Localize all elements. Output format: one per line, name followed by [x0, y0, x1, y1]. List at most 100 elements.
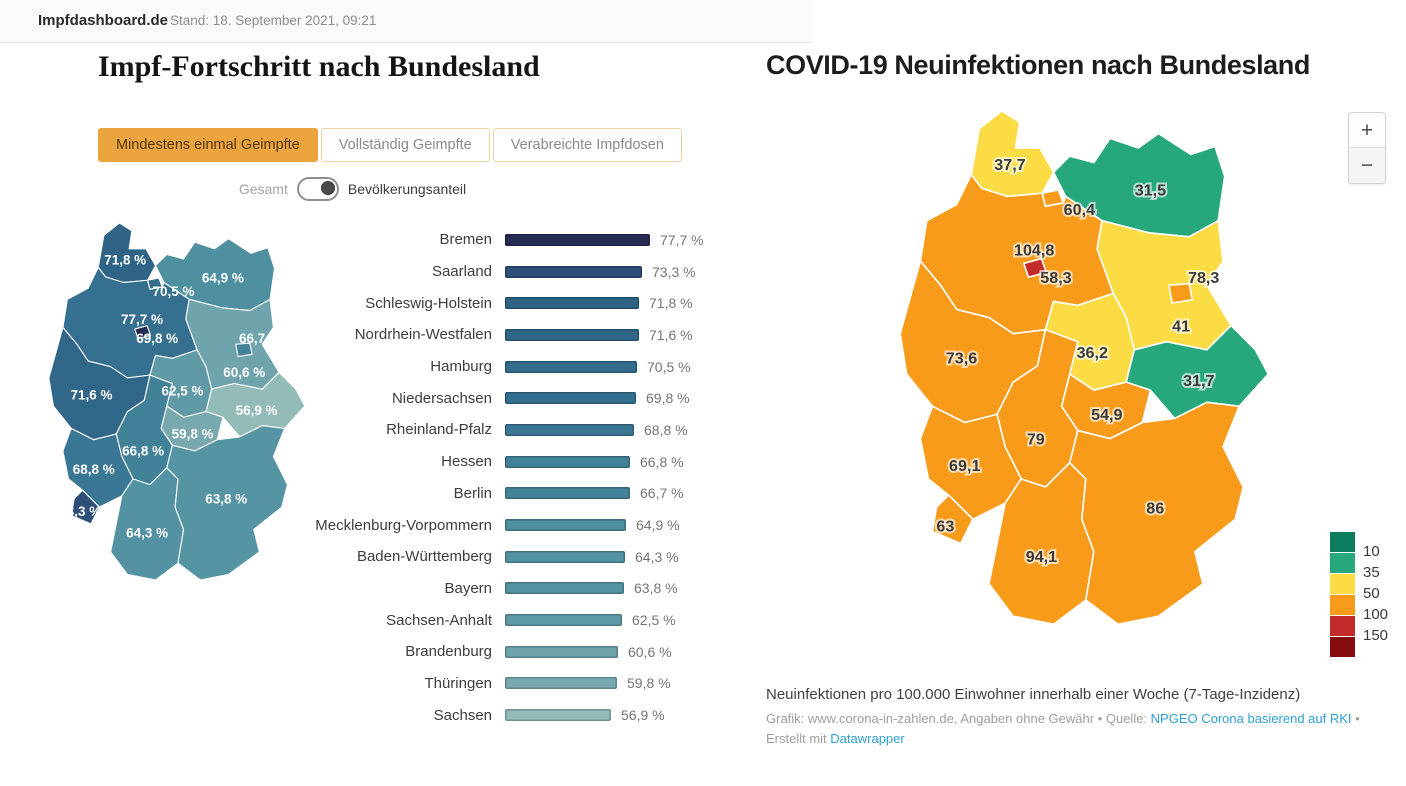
tab-mindestens-einmal-geimpfte[interactable]: Mindestens einmal Geimpfte	[98, 128, 318, 162]
bar-state-label: Sachsen	[433, 706, 492, 724]
zoom-out-button[interactable]: −	[1349, 148, 1385, 183]
bar-value: 68,8 %	[644, 421, 688, 438]
bar-TH[interactable]	[505, 677, 617, 690]
bar-row-sachsen-anhalt: Sachsen-Anhalt 62,5 %	[300, 604, 770, 636]
map-region-berlin[interactable]	[235, 342, 253, 358]
map-region-hamburg[interactable]	[1041, 189, 1065, 207]
map-region-hamburg[interactable]	[147, 277, 163, 290]
legend-color-swatch	[1330, 595, 1355, 615]
bar-BE[interactable]	[505, 487, 630, 500]
datawrapper-link[interactable]: Datawrapper	[830, 730, 905, 746]
map-value-label-rheinland-pfalz: 69,1	[949, 457, 980, 475]
bar-value: 64,3 %	[635, 548, 679, 565]
bar-state-label: Rheinland-Pfalz	[386, 421, 492, 439]
bar-value: 60,6 %	[628, 643, 672, 660]
bar-row-rheinland-pfalz: Rheinland-Pfalz 68,8 %	[300, 414, 770, 446]
bar-value: 73,3 %	[652, 263, 696, 280]
map-value-label-mecklenburg-vorpommern: 31,5	[1135, 182, 1166, 200]
map-region-berlin[interactable]	[1168, 282, 1194, 304]
bar-HB[interactable]	[505, 233, 650, 246]
map-zoom-controls: + −	[1348, 112, 1386, 184]
bar-SL[interactable]	[505, 265, 642, 278]
bar-HE[interactable]	[505, 455, 630, 468]
legend-break-label: 10	[1363, 543, 1380, 560]
map-footer: Neuinfektionen pro 100.000 Einwohner inn…	[766, 686, 1396, 748]
map-value-label-saarland: 73,3 %	[59, 504, 101, 519]
metric-tabs: Mindestens einmal Geimpfte Vollständig Ge…	[98, 128, 682, 162]
bar-NW[interactable]	[505, 328, 639, 341]
map-value-label-niedersachsen: 69,8 %	[136, 331, 178, 346]
map-region-saarland[interactable]	[70, 489, 100, 525]
bar-state-label: Bayern	[444, 579, 492, 597]
map-value-label-sachsen-anhalt: 36,2	[1077, 344, 1108, 362]
bar-row-baden-w-rttemberg: Baden-Württemberg 64,3 %	[300, 541, 770, 573]
incidence-panel-title: COVID-19 Neuinfektionen nach Bundesland	[766, 50, 1310, 80]
created-with-text: Erstellt mit	[766, 730, 831, 746]
impfdashboard-header: Impfdashboard.de Stand: 18. September 20…	[0, 0, 812, 43]
incidence-caption: Neuinfektionen pro 100.000 Einwohner inn…	[766, 686, 1301, 703]
map-value-label-sachsen: 31,7	[1183, 372, 1214, 390]
legend-break-label: 150	[1363, 627, 1389, 644]
bar-state-label: Thüringen	[424, 674, 492, 692]
map-value-label-th-ringen: 54,9	[1091, 406, 1122, 424]
source-link-npgeo[interactable]: NPGEO Corona basierend auf RKI	[1150, 711, 1352, 726]
bar-row-hamburg: Hamburg 70,5 %	[300, 351, 770, 383]
bar-row-th-ringen: Thüringen 59,8 %	[300, 668, 770, 700]
map-value-label-baden-w-rttemberg: 64,3 %	[126, 525, 168, 540]
bar-BB[interactable]	[505, 645, 618, 658]
map-value-label-hessen: 66,8 %	[122, 443, 164, 458]
map-region-saarland[interactable]	[931, 494, 974, 545]
map-region-bremen[interactable]	[1022, 257, 1048, 278]
bar-state-label: Hamburg	[430, 358, 492, 376]
bar-state-label: Saarland	[431, 263, 492, 281]
map-value-label-mecklenburg-vorpommern: 64,9 %	[202, 270, 244, 285]
bar-MV[interactable]	[505, 519, 626, 532]
map-value-label-schleswig-holstein: 37,7	[994, 156, 1025, 174]
map-region-schleswig-holstein[interactable]	[970, 110, 1055, 198]
map-value-label-hamburg: 60,4	[1064, 201, 1095, 219]
legend-color-swatch	[1330, 574, 1355, 594]
toggle-label-bevoelkerungsanteil[interactable]: Bevölkerungsanteil	[347, 181, 467, 197]
bar-state-label: Brandenburg	[405, 643, 492, 661]
bar-HH[interactable]	[505, 360, 637, 373]
tab-vollst-ndig-geimpfte[interactable]: Vollständig Geimpfte	[320, 128, 490, 162]
bar-RP[interactable]	[505, 423, 634, 436]
bar-SN[interactable]	[505, 709, 611, 722]
bar-BY[interactable]	[505, 582, 624, 595]
incidence-map: 31,5 37,7 58,3 41 36,2 31,7 54,9 73,6 79 69,1 63 94…	[850, 98, 1270, 663]
map-region-bayern[interactable]	[166, 425, 289, 581]
bar-row-nordrhein-westfalen: Nordrhein-Westfalen 71,6 %	[300, 319, 770, 351]
bar-state-label: Niedersachsen	[391, 389, 492, 407]
legend-break-label: 35	[1363, 564, 1380, 581]
bar-row-hessen: Hessen 66,8 %	[300, 446, 770, 478]
incidence-legend: 10 35 50 100 150	[1330, 532, 1400, 658]
toggle-label-gesamt[interactable]: Gesamt	[238, 181, 288, 197]
legend-color-swatch	[1330, 616, 1355, 636]
map-value-label-berlin: 78,3	[1188, 269, 1219, 287]
bar-value: 66,8 %	[640, 453, 684, 470]
bar-value: 56,9 %	[621, 707, 665, 724]
map-value-label-bremen: 77,7 %	[121, 312, 163, 327]
bar-row-berlin: Berlin 66,7 %	[300, 478, 770, 510]
population-share-toggle[interactable]	[296, 177, 339, 201]
bar-BW[interactable]	[505, 550, 625, 563]
bar-row-schleswig-holstein: Schleswig-Holstein 71,8 %	[300, 287, 770, 319]
zoom-in-button[interactable]: +	[1349, 113, 1385, 148]
bar-SH[interactable]	[505, 297, 639, 310]
bar-state-label: Baden-Württemberg	[356, 548, 492, 566]
bar-state-label: Hessen	[441, 453, 492, 471]
map-value-label-hamburg: 70,5 %	[153, 284, 195, 299]
map-value-label-sachsen-anhalt: 62,5 %	[161, 383, 203, 398]
map-value-label-th-ringen: 59,8 %	[172, 427, 214, 442]
tab-verabreichte-impfdosen[interactable]: Verabreichte Impfdosen	[492, 128, 682, 162]
map-value-label-bremen: 104,8	[1014, 241, 1054, 259]
map-region-bayern[interactable]	[1068, 401, 1245, 626]
bar-NI[interactable]	[505, 392, 636, 405]
brand-logo-text[interactable]: Impfdashboard.de	[38, 12, 169, 29]
credit-text: Grafik: www.corona-in-zahlen.de, Angaben…	[766, 711, 1151, 726]
bar-ST[interactable]	[505, 614, 622, 627]
vaccination-map: 64,9 % 71,8 % 69,8 % 60,6 % 62,5 % 56,9 % 59,8…	[14, 214, 306, 607]
map-region-bremen[interactable]	[134, 325, 152, 340]
bar-value: 63,8 %	[634, 580, 678, 597]
